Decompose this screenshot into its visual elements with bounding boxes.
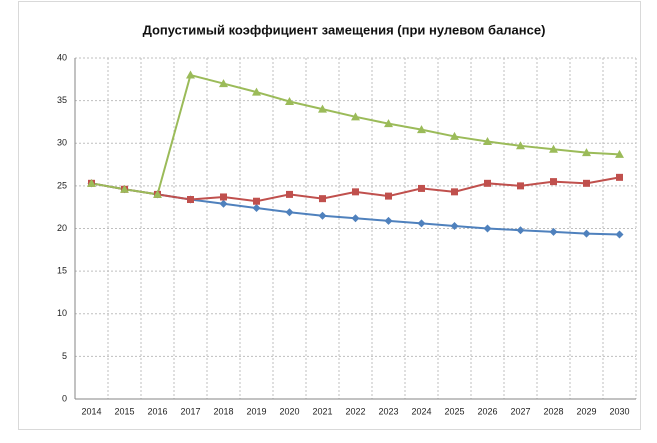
x-tick-label: 2014 — [81, 406, 101, 416]
marker-square — [550, 178, 557, 186]
x-tick-label: 2025 — [444, 406, 464, 416]
x-tick-label: 2026 — [477, 406, 497, 416]
marker-triangle — [351, 112, 360, 121]
y-tick-label: 30 — [57, 138, 67, 148]
marker-triangle — [120, 184, 129, 193]
marker-square — [352, 188, 359, 196]
y-tick-label: 15 — [57, 266, 67, 276]
x-tick-label: 2020 — [279, 406, 299, 416]
marker-diamond — [450, 221, 459, 230]
marker-square — [286, 190, 293, 198]
marker-square — [385, 192, 392, 200]
marker-square — [187, 196, 194, 204]
marker-triangle — [384, 119, 393, 128]
x-tick-label: 2019 — [246, 406, 266, 416]
marker-diamond — [417, 219, 426, 228]
y-tick-label: 25 — [57, 180, 67, 190]
marker-triangle — [252, 87, 261, 96]
marker-triangle — [87, 178, 96, 187]
marker-square — [517, 182, 524, 190]
marker-diamond — [483, 224, 492, 233]
marker-diamond — [318, 211, 327, 220]
x-tick-label: 2022 — [345, 406, 365, 416]
marker-triangle — [450, 131, 459, 140]
x-tick-label: 2028 — [543, 406, 563, 416]
marker-diamond — [384, 216, 393, 225]
marker-triangle — [186, 70, 195, 79]
marker-square — [220, 193, 227, 201]
x-tick-label: 2017 — [180, 406, 200, 416]
marker-triangle — [219, 79, 228, 88]
marker-triangle — [615, 149, 624, 158]
y-tick-label: 35 — [57, 95, 67, 105]
x-tick-label: 2018 — [213, 406, 233, 416]
marker-diamond — [252, 204, 261, 213]
marker-diamond — [351, 214, 360, 223]
y-tick-label: 0 — [62, 393, 67, 403]
marker-square — [253, 197, 260, 205]
marker-diamond — [549, 227, 558, 236]
marker-triangle — [318, 104, 327, 113]
marker-triangle — [285, 96, 294, 105]
marker-triangle — [417, 125, 426, 134]
marker-square — [484, 179, 491, 187]
x-tick-label: 2016 — [147, 406, 167, 416]
marker-triangle — [483, 137, 492, 146]
marker-square — [583, 179, 590, 187]
y-tick-label: 40 — [57, 52, 67, 62]
chart-title: Допустимый коэффициент замещения (при ну… — [143, 22, 546, 37]
x-tick-label: 2030 — [609, 406, 629, 416]
marker-triangle — [549, 144, 558, 153]
x-tick-label: 2029 — [576, 406, 596, 416]
marker-diamond — [582, 229, 591, 238]
x-tick-label: 2024 — [411, 406, 431, 416]
marker-triangle — [153, 189, 162, 198]
y-tick-label: 5 — [62, 351, 67, 361]
marker-diamond — [285, 208, 294, 217]
marker-diamond — [615, 230, 624, 239]
marker-square — [319, 195, 326, 203]
marker-triangle — [582, 148, 591, 157]
y-tick-label: 10 — [57, 308, 67, 318]
x-tick-label: 2027 — [510, 406, 530, 416]
marker-triangle — [516, 141, 525, 150]
x-tick-label: 2015 — [114, 406, 134, 416]
x-tick-label: 2021 — [312, 406, 332, 416]
marker-square — [451, 188, 458, 196]
marker-square — [616, 173, 623, 181]
y-tick-label: 20 — [57, 223, 67, 233]
marker-square — [418, 184, 425, 192]
marker-diamond — [219, 199, 228, 208]
x-tick-label: 2023 — [378, 406, 398, 416]
marker-diamond — [516, 226, 525, 235]
